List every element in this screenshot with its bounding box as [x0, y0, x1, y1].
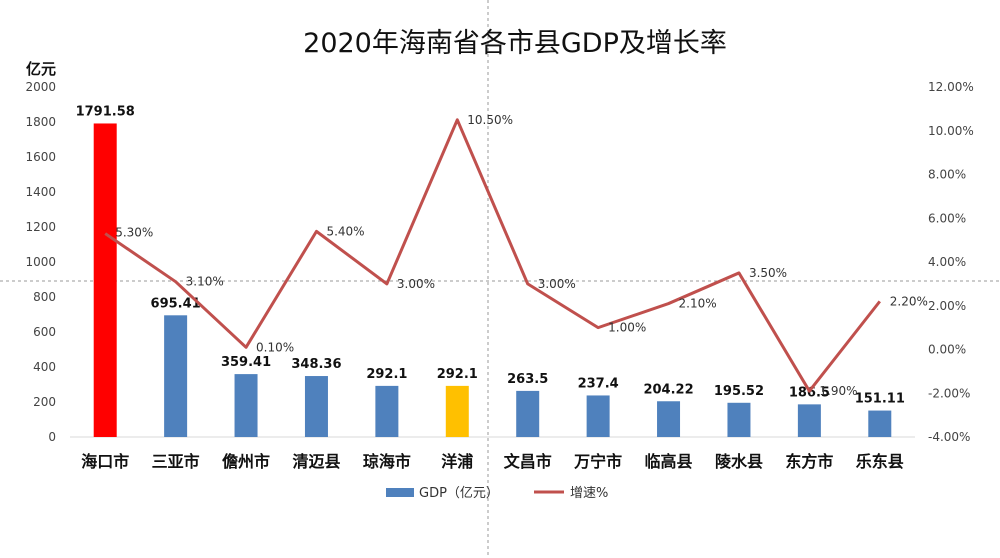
right-tick-label: 8.00% [928, 168, 966, 182]
gdp-bar [797, 404, 821, 437]
gdp-value-label: 1791.58 [76, 104, 135, 119]
gdp-value-label: 151.11 [855, 392, 905, 407]
category-label: 海口市 [81, 452, 129, 471]
gdp-value-label: 204.22 [643, 382, 693, 397]
growth-line-path [104, 118, 881, 393]
gdp-value-label: 695.41 [151, 296, 201, 311]
gdp-value-label: 237.4 [578, 376, 619, 391]
growth-value-label: 10.50% [467, 113, 513, 127]
gdp-bar [93, 123, 117, 437]
category-label: 乐东县 [856, 452, 904, 471]
growth-value-label: 1.00% [608, 321, 646, 335]
left-tick-label: 1400 [25, 185, 56, 199]
growth-value-label: 3.00% [397, 277, 435, 291]
gdp-bar [868, 410, 892, 437]
gdp-value-label: 359.41 [221, 355, 271, 370]
legend-line-label: 增速% [570, 486, 608, 501]
gdp-bar [516, 390, 540, 437]
category-label: 陵水县 [715, 452, 763, 471]
growth-value-label: 1.90% [819, 384, 857, 398]
category-labels: 海口市 三亚市 儋州市 清迈县 琼海市 洋浦 文昌市 万宁市 临高县 陵水县 东方市 乐东县 [81, 452, 904, 471]
right-tick-label: 10.00% [928, 124, 974, 138]
growth-value-labels: 5.30% 3.10% 0.10% 5.40% 3.00% 10.50% 3.00% 1.00… [115, 113, 928, 398]
growth-value-label: 3.00% [538, 277, 576, 291]
category-label: 三亚市 [152, 452, 200, 471]
left-tick-label: 1000 [25, 255, 56, 269]
right-tick-label: 2.00% [928, 299, 966, 313]
gdp-value-label: 195.52 [714, 384, 764, 399]
gdp-value-label: 186.5 [789, 385, 830, 400]
gdp-value-labels: 1791.58 695.41 359.41 348.36 292.1 292.1 263.5… [76, 104, 905, 406]
left-tick-label: 600 [33, 325, 56, 339]
category-label: 洋浦 [441, 452, 473, 471]
growth-value-label: 0.10% [256, 340, 294, 354]
right-axis-ticks: -4.00% -2.00% 0.00% 2.00% 4.00% 6.00% 8.00% 10.… [928, 80, 974, 444]
category-label: 儋州市 [222, 452, 270, 471]
right-tick-label: 4.00% [928, 255, 966, 269]
category-label: 万宁市 [573, 452, 622, 471]
gdp-value-label: 292.1 [437, 367, 478, 382]
gdp-bar [234, 374, 258, 437]
gdp-bars [93, 123, 892, 437]
right-tick-label: 12.00% [928, 80, 974, 94]
growth-line [104, 118, 881, 393]
gdp-value-label: 292.1 [366, 367, 407, 382]
category-label: 临高县 [645, 452, 693, 471]
left-tick-label: 800 [33, 290, 56, 304]
left-tick-label: 200 [33, 395, 56, 409]
left-tick-label: 400 [33, 360, 56, 374]
gdp-value-label: 348.36 [291, 357, 341, 372]
gdp-bar [304, 376, 328, 437]
gdp-bar [164, 315, 188, 437]
left-tick-label: 1600 [25, 150, 56, 164]
growth-value-label: 2.20% [890, 294, 928, 308]
category-label: 文昌市 [504, 452, 552, 471]
gdp-bar [727, 402, 751, 437]
category-label: 琼海市 [363, 452, 411, 471]
gdp-bar [586, 395, 610, 437]
growth-value-label: 3.50% [749, 266, 787, 280]
growth-value-label: 3.10% [186, 275, 224, 289]
right-tick-label: -4.00% [928, 430, 970, 444]
left-tick-label: 1200 [25, 220, 56, 234]
y-axis-unit-label: 亿元 [26, 60, 56, 78]
left-tick-label: 2000 [25, 80, 56, 94]
growth-value-label: 5.30% [115, 226, 153, 240]
right-tick-label: 0.00% [928, 343, 966, 357]
left-tick-label: 1800 [25, 115, 56, 129]
left-tick-label: 0 [48, 430, 56, 444]
growth-value-label: 2.10% [679, 297, 717, 311]
right-tick-label: -2.00% [928, 386, 970, 400]
gdp-bar [375, 385, 399, 437]
legend-bar-label: GDP（亿元） [419, 486, 499, 501]
legend-bar-swatch [386, 488, 414, 497]
left-axis-ticks: 0 200 400 600 800 1000 1200 1400 1600 1800 2000 [25, 80, 56, 444]
chart-title: 2020年海南省各市县GDP及增长率 [303, 28, 727, 59]
gdp-bar [657, 401, 681, 437]
gdp-bar [445, 385, 469, 437]
growth-value-label: 5.40% [326, 224, 364, 238]
category-label: 清迈县 [292, 452, 340, 471]
category-label: 东方市 [785, 452, 833, 471]
gdp-value-label: 263.5 [507, 372, 548, 387]
legend: GDP（亿元） 增速% [386, 486, 608, 501]
right-tick-label: 6.00% [928, 211, 966, 225]
